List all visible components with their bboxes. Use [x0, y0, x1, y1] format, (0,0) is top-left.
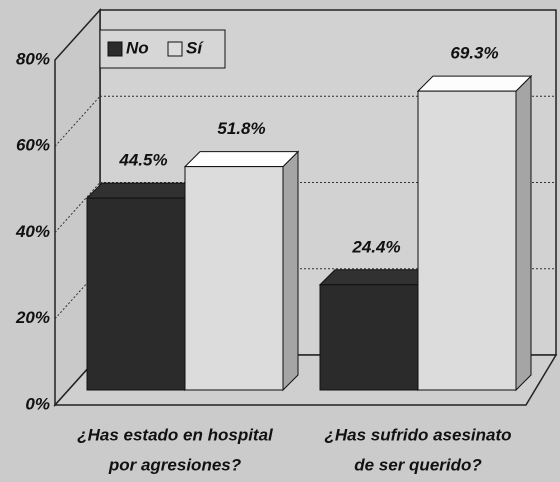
bar-top — [183, 151, 300, 168]
y-tick-label: 20% — [15, 308, 50, 327]
y-tick-label: 60% — [16, 136, 50, 155]
x-tick-label: ¿Has estado en hospital — [77, 425, 274, 444]
y-tick-label: 80% — [16, 49, 50, 68]
legend-swatch — [107, 41, 123, 57]
legend-label: No — [126, 38, 149, 57]
bar — [319, 284, 419, 391]
legend-swatch — [167, 41, 183, 57]
x-tick-label: por agresiones? — [108, 455, 242, 474]
value-label: 69.3% — [450, 44, 498, 63]
bar-top — [85, 182, 202, 199]
bar — [417, 90, 517, 391]
grid-line — [54, 95, 101, 147]
bar-top — [318, 269, 435, 286]
bar-side — [282, 150, 299, 392]
value-label: 44.5% — [118, 151, 167, 170]
grid-line — [54, 182, 101, 233]
value-label: 24.4% — [351, 237, 400, 256]
bar — [86, 197, 186, 391]
x-tick-label: de ser querido? — [354, 455, 482, 474]
y-tick-label: 40% — [15, 222, 50, 241]
legend-label: Sí — [186, 38, 204, 57]
y-tick-label: 0% — [25, 394, 50, 413]
bar — [184, 166, 284, 391]
bar-side — [515, 74, 532, 392]
bar-top — [416, 75, 533, 92]
x-tick-label: ¿Has sufrido asesinato — [324, 425, 511, 444]
value-label: 51.8% — [217, 119, 265, 138]
